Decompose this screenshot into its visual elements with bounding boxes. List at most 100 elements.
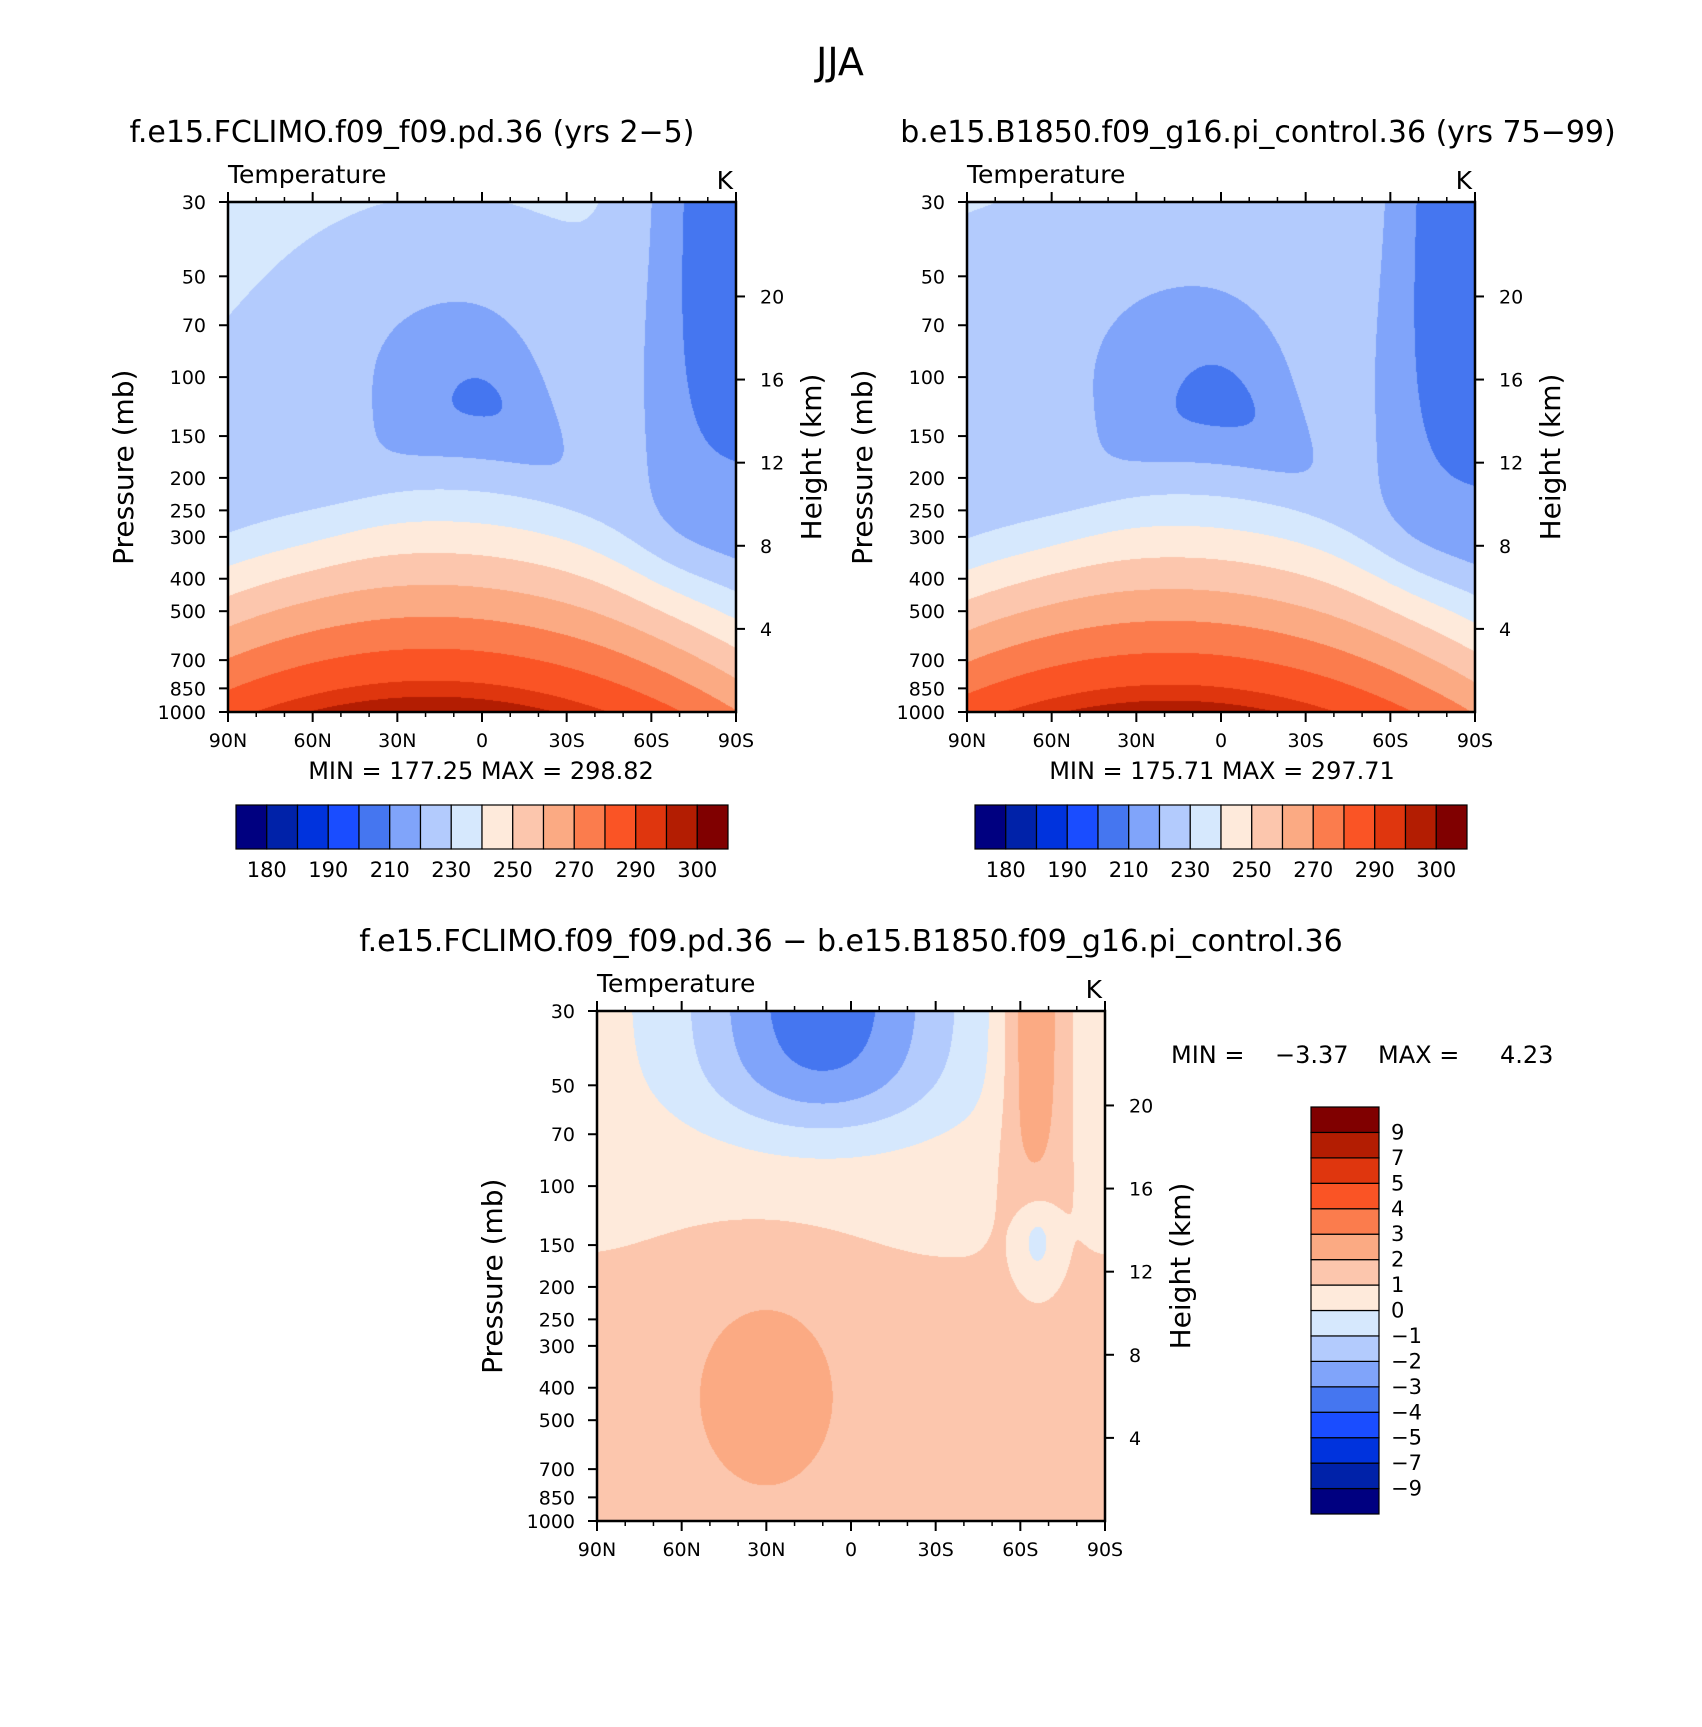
colorbar-swatch (512, 804, 545, 850)
colorbar-swatch (1374, 804, 1407, 850)
colorbar-swatch (1251, 804, 1284, 850)
colorbar-swatch (1310, 1487, 1380, 1515)
y-tick-label: 300 (170, 527, 206, 549)
colorbar-swatch (665, 804, 698, 850)
y-tick-label: 200 (539, 1277, 575, 1299)
y-tick-label: 100 (909, 367, 945, 389)
colorbar-swatch (296, 804, 329, 850)
colorbar-swatch (1310, 1182, 1380, 1210)
colorbar-swatch (1343, 804, 1376, 850)
colorbar-label: 190 (1047, 858, 1087, 882)
right-label: K (1456, 166, 1473, 195)
colorbar-label: 1 (1391, 1273, 1404, 1297)
x-tick-label: 30S (918, 1539, 954, 1561)
colorbar-swatch (1310, 1437, 1380, 1464)
x-tick-label: 0 (476, 730, 488, 752)
y-tick-label: 700 (539, 1459, 575, 1481)
x-tick-label: 90N (948, 730, 986, 752)
colorbar-swatch (1189, 804, 1222, 850)
colorbar-label: 270 (554, 858, 594, 882)
y-tick-label: 250 (909, 500, 945, 522)
max-value: 4.23 (1500, 1041, 1553, 1069)
colorbar-swatch (1310, 1208, 1380, 1235)
colorbar-swatch (696, 804, 729, 850)
y-tick-label: 700 (909, 650, 945, 672)
panel-difference: f.e15.FCLIMO.f09_f09.pd.36 − b.e15.B1850… (359, 924, 1553, 1561)
left-label: Temperature (596, 969, 755, 998)
left-label: Temperature (227, 160, 386, 189)
colorbar-label: −2 (1391, 1349, 1422, 1373)
colorbar-swatch (327, 804, 360, 850)
colorbar-label: 230 (1170, 858, 1210, 882)
colorbar-swatch (1310, 1360, 1380, 1388)
y-tick-label: 50 (551, 1075, 575, 1097)
colorbar-label: 290 (1355, 858, 1395, 882)
y2-tick-label: 8 (1129, 1345, 1141, 1367)
colorbar-swatch (573, 804, 606, 850)
y2-tick-label: 16 (1499, 370, 1523, 392)
colorbar-label: 0 (1391, 1299, 1404, 1323)
x-tick-label: 0 (845, 1539, 857, 1561)
colorbar-swatch (481, 804, 514, 850)
y-tick-label: 150 (539, 1235, 575, 1257)
colorbar-label: 270 (1293, 858, 1333, 882)
colorbar-swatch (1128, 804, 1161, 850)
colorbar-swatch (1435, 804, 1468, 850)
x-tick-label: 30S (1288, 730, 1324, 752)
x-tick-label: 90S (1087, 1539, 1123, 1561)
colorbar-label: 7 (1391, 1146, 1404, 1170)
colorbar-label: 180 (247, 858, 287, 882)
y2-tick-label: 20 (1129, 1095, 1153, 1117)
y2-tick-label: 12 (1499, 453, 1523, 475)
x-tick-label: 90N (578, 1539, 616, 1561)
colorbar-swatch (1310, 1233, 1380, 1261)
colorbar-swatch (1310, 1309, 1380, 1337)
y-tick-label: 100 (170, 367, 206, 389)
y-tick-label: 30 (182, 192, 206, 214)
y-tick-label: 300 (539, 1336, 575, 1358)
colorbar-swatch (1281, 804, 1314, 850)
panel-pi-control: b.e15.B1850.f09_g16.pi_control.36 (yrs 7… (846, 115, 1616, 882)
y2-tick-label: 20 (1499, 286, 1523, 308)
left-label: Temperature (966, 160, 1125, 189)
colorbar-swatch (1097, 804, 1130, 850)
x-tick-label: 90S (718, 730, 754, 752)
y-tick-label: 400 (909, 569, 945, 591)
figure-title: JJA (814, 40, 864, 84)
min-label: MIN = 177.25 MAX = 298.82 (308, 757, 654, 785)
colorbar-swatch (1310, 1386, 1380, 1413)
min-label: MIN = 175.71 MAX = 297.71 (1049, 757, 1395, 785)
x-tick-label: 60S (1002, 1539, 1038, 1561)
y-tick-label: 50 (182, 266, 206, 288)
colorbar-label: 5 (1391, 1171, 1404, 1195)
colorbar-label: −9 (1391, 1477, 1422, 1501)
panel-title: b.e15.B1850.f09_g16.pi_control.36 (yrs 7… (900, 115, 1615, 150)
y-tick-label: 150 (909, 426, 945, 448)
colorbar-swatch (1158, 804, 1191, 850)
colorbar-label: 180 (986, 858, 1026, 882)
right-label: K (717, 166, 734, 195)
colorbar-swatch (1066, 804, 1099, 850)
y2-axis-label: Height (km) (1164, 1183, 1197, 1350)
x-tick-label: 60N (1032, 730, 1070, 752)
colorbar-swatch (450, 804, 483, 850)
y2-tick-label: 12 (760, 453, 784, 475)
panel-title: f.e15.FCLIMO.f09_f09.pd.36 − b.e15.B1850… (359, 924, 1342, 959)
x-tick-label: 60N (293, 730, 331, 752)
y-tick-label: 400 (539, 1378, 575, 1400)
y-tick-label: 1000 (897, 702, 945, 724)
colorbar-label: 250 (1232, 858, 1272, 882)
x-tick-label: 60S (633, 730, 669, 752)
x-tick-label: 90N (209, 730, 247, 752)
y-tick-label: 250 (170, 500, 206, 522)
y-tick-label: 150 (170, 426, 206, 448)
colorbar-label: 210 (1109, 858, 1149, 882)
colorbar-swatch (419, 804, 452, 850)
y2-axis-label: Height (km) (795, 374, 828, 541)
colorbar-swatch (1312, 804, 1345, 850)
colorbar-swatch (635, 804, 668, 850)
colorbar-swatch (1310, 1284, 1380, 1312)
y-tick-label: 200 (170, 468, 206, 490)
x-tick-label: 0 (1215, 730, 1227, 752)
y-tick-label: 850 (170, 678, 206, 700)
